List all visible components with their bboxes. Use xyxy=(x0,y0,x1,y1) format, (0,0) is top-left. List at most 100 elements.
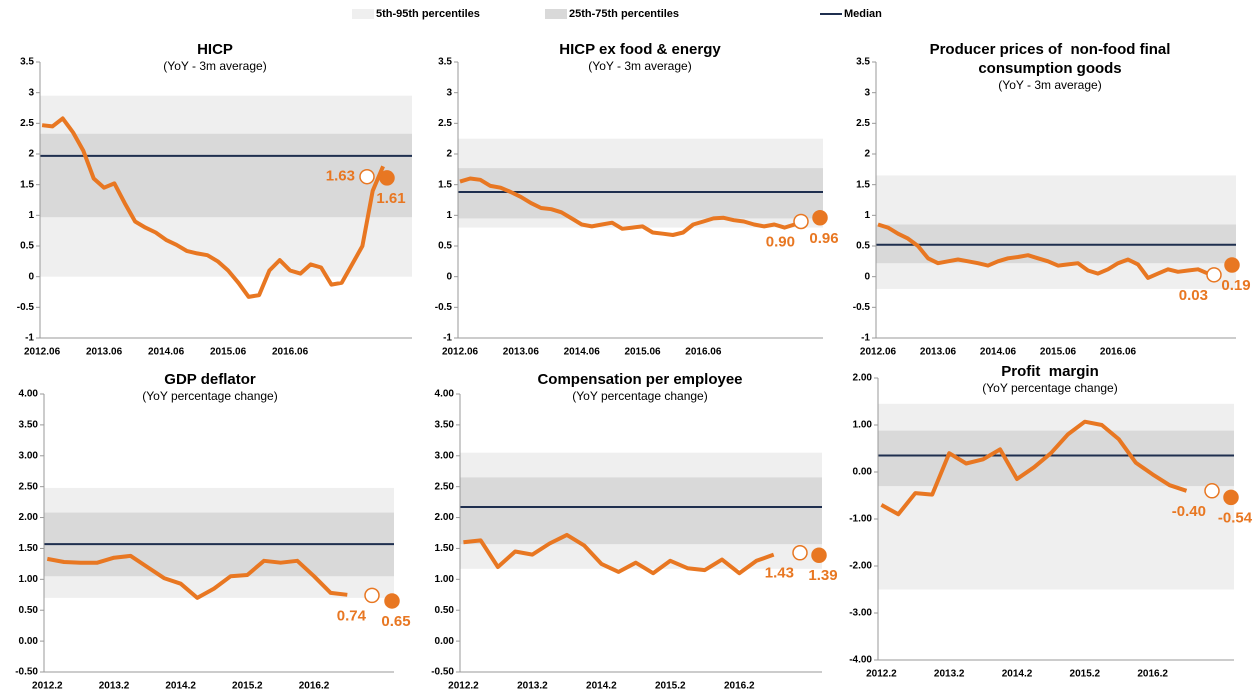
marker-open xyxy=(364,587,380,604)
chart-title: HICP xyxy=(197,41,233,58)
y-tick-label: -1 xyxy=(443,333,452,344)
y-tick-label: 1.50 xyxy=(19,543,39,554)
chart-subtitle: (YoY percentage change) xyxy=(142,389,278,403)
x-tick-label: 2014.06 xyxy=(148,347,185,358)
y-tick-label: 3 xyxy=(446,87,452,98)
chart-subtitle: (YoY percentage change) xyxy=(982,381,1118,395)
y-tick-label: 1.00 xyxy=(19,574,39,585)
y-tick-label: 0.00 xyxy=(19,636,39,647)
marker-filled xyxy=(384,593,400,609)
band-inner xyxy=(458,168,823,219)
y-tick-label: 3.5 xyxy=(438,57,452,68)
marker-filled xyxy=(812,210,828,226)
marker-label: 0.90 xyxy=(766,233,795,250)
y-tick-label: -1 xyxy=(25,333,34,344)
series-line xyxy=(463,532,775,576)
y-tick-label: -4.00 xyxy=(849,655,872,666)
marker-label: 1.43 xyxy=(765,565,794,582)
marker-open xyxy=(1206,267,1222,283)
marker-label: 0.03 xyxy=(1179,287,1208,304)
y-tick-label: 3 xyxy=(864,87,870,98)
y-tick-label: 2.50 xyxy=(19,481,39,492)
x-tick-label: 2012.2 xyxy=(32,681,63,692)
x-tick-label: 2012.06 xyxy=(24,347,61,358)
y-tick-label: 1.00 xyxy=(853,420,873,431)
marker-filled xyxy=(379,170,395,186)
x-tick-label: 2016.06 xyxy=(272,347,309,358)
x-tick-label: 2014.2 xyxy=(586,681,617,692)
x-tick-label: 2012.06 xyxy=(860,347,897,358)
chart-title: Profit margin xyxy=(1001,363,1099,380)
y-tick-label: -0.50 xyxy=(431,667,454,678)
y-tick-label: 2.5 xyxy=(438,118,452,129)
marker-filled xyxy=(811,547,827,563)
series-line xyxy=(41,116,385,299)
y-tick-label: 0 xyxy=(446,271,452,282)
y-tick-label: 1 xyxy=(446,210,452,221)
y-tick-label: 1.50 xyxy=(435,543,455,554)
y-tick-label: 3.00 xyxy=(435,450,455,461)
x-tick-label: 2015.06 xyxy=(210,347,247,358)
y-tick-label: 0.00 xyxy=(853,467,873,478)
y-tick-label: 1.5 xyxy=(438,179,452,190)
y-tick-label: 2 xyxy=(864,149,870,160)
marker-label: 1.61 xyxy=(376,190,405,207)
legend-swatch xyxy=(545,9,567,19)
y-tick-label: 1.00 xyxy=(435,574,455,585)
chart-subtitle: (YoY - 3m average) xyxy=(163,59,267,73)
marker-label: 1.39 xyxy=(808,567,837,584)
y-tick-label: 1 xyxy=(28,210,34,221)
y-tick-label: 0.5 xyxy=(20,241,34,252)
marker-open xyxy=(1204,483,1220,499)
x-tick-label: 2016.2 xyxy=(1137,669,1168,680)
chart-title: Compensation per employee xyxy=(537,371,743,388)
x-tick-label: 2016.2 xyxy=(299,681,330,692)
y-tick-label: -1.00 xyxy=(849,514,872,525)
x-tick-label: 2014.2 xyxy=(165,681,196,692)
x-tick-label: 2016.06 xyxy=(1100,347,1137,358)
x-tick-label: 2012.2 xyxy=(866,669,897,680)
y-tick-label: 4.00 xyxy=(19,389,39,400)
x-tick-label: 2016.2 xyxy=(724,681,755,692)
y-tick-label: 2 xyxy=(446,149,452,160)
marker-open xyxy=(793,213,809,230)
series-line xyxy=(877,222,1209,280)
y-tick-label: 0 xyxy=(864,271,870,282)
y-tick-label: 2.00 xyxy=(19,512,39,523)
x-tick-label: 2013.2 xyxy=(934,669,965,680)
x-tick-label: 2015.2 xyxy=(1070,669,1101,680)
chart-subtitle: (YoY - 3m average) xyxy=(588,59,692,73)
chart-title: Producer prices of non-food final consum… xyxy=(929,41,1175,77)
chart-title: HICP ex food & energy xyxy=(559,41,721,58)
marker-label: 0.96 xyxy=(809,230,838,247)
y-tick-label: 3.50 xyxy=(435,420,455,431)
marker-open xyxy=(359,168,375,185)
y-tick-label: 2.00 xyxy=(853,373,873,384)
y-tick-label: 3.5 xyxy=(856,57,870,68)
y-tick-label: -0.5 xyxy=(853,302,871,313)
series-line xyxy=(46,553,348,600)
y-tick-label: 2.5 xyxy=(20,118,34,129)
y-tick-label: 3.00 xyxy=(19,450,39,461)
x-tick-label: 2015.06 xyxy=(1040,347,1077,358)
chart-subtitle: (YoY - 3m average) xyxy=(998,78,1102,92)
y-tick-label: 3.50 xyxy=(19,420,39,431)
x-tick-label: 2012.2 xyxy=(448,681,479,692)
series-line xyxy=(459,176,796,237)
legend-label: Median xyxy=(844,8,882,20)
x-tick-label: 2013.06 xyxy=(86,347,123,358)
chart-subtitle: (YoY percentage change) xyxy=(572,389,708,403)
y-tick-label: 2.5 xyxy=(856,118,870,129)
band-inner xyxy=(460,477,822,545)
x-tick-label: 2014.2 xyxy=(1002,669,1033,680)
y-tick-label: 2 xyxy=(28,149,34,160)
legend-swatch xyxy=(352,9,374,19)
x-tick-label: 2013.2 xyxy=(517,681,548,692)
legend-label: 5th-95th percentiles xyxy=(376,8,480,20)
x-tick-label: 2015.2 xyxy=(232,681,263,692)
y-tick-label: -0.5 xyxy=(435,302,453,313)
marker-label: 0.65 xyxy=(381,613,410,630)
y-tick-label: 1 xyxy=(864,210,870,221)
